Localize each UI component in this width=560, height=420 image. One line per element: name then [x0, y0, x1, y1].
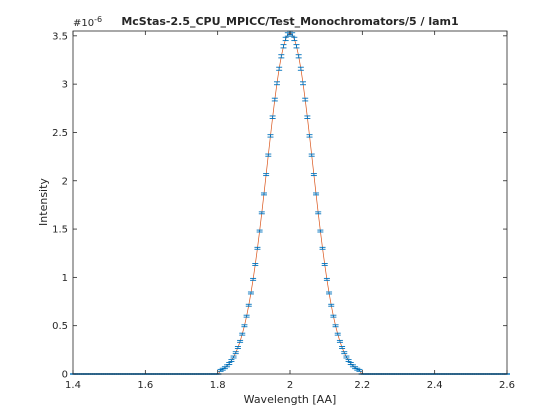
x-tick-label: 1.6	[137, 380, 153, 391]
data-point	[308, 153, 315, 157]
data-point	[345, 359, 352, 362]
y-tick-label: 2.5	[52, 128, 68, 139]
data-point	[304, 115, 311, 119]
data-point	[228, 359, 235, 362]
data-point	[313, 192, 320, 196]
data-point	[293, 44, 300, 49]
data-point	[278, 54, 285, 59]
plot-background	[73, 31, 507, 374]
data-point	[302, 97, 309, 102]
data-point	[247, 291, 254, 295]
data-point	[254, 246, 261, 250]
y-tick-label: 0.5	[52, 321, 68, 332]
y-axis-ticks: 0 0.5 1 1.5 2 2.5 3 3.5	[52, 31, 507, 381]
data-point	[300, 81, 307, 86]
chart-title: McStas-2.5_CPU_MPICC/Test_Monochromators…	[121, 15, 458, 28]
y-exponent-base: #10	[73, 18, 94, 29]
x-tick-label: 2.6	[499, 380, 515, 391]
data-point	[334, 332, 341, 336]
data-point	[265, 153, 272, 157]
y-tick-label: 2	[62, 176, 68, 187]
x-tick-label: 2.4	[427, 380, 443, 391]
data-point	[326, 291, 333, 295]
data-point	[267, 134, 274, 138]
y-exponent-power: -6	[94, 15, 102, 24]
y-tick-label: 0	[62, 370, 68, 381]
x-axis-ticks: 1.4 1.6 1.8 2 2.2 2.4 2.6	[65, 31, 515, 391]
data-point	[295, 54, 302, 59]
y-tick-label: 1	[62, 273, 68, 284]
data-point	[306, 134, 313, 138]
data-point	[282, 36, 289, 42]
data-point	[237, 339, 244, 343]
data-point	[239, 332, 246, 336]
data-point	[250, 277, 257, 281]
data-point	[321, 263, 328, 266]
data-point	[269, 115, 276, 119]
x-tick-label: 1.4	[65, 380, 81, 391]
data-point	[280, 44, 287, 49]
data-point	[241, 324, 248, 328]
y-tick-label: 3	[62, 80, 68, 91]
data-point	[245, 303, 252, 307]
y-exponent-label: #10-6	[73, 15, 102, 29]
data-point	[230, 355, 237, 359]
data-point	[226, 362, 233, 365]
x-tick-label: 2.2	[354, 380, 370, 391]
data-point	[276, 66, 283, 71]
data-point	[332, 324, 339, 328]
data-point	[232, 351, 239, 355]
data-point	[356, 368, 363, 372]
data-point	[234, 346, 241, 349]
data-point	[243, 314, 250, 318]
data-point	[328, 303, 335, 307]
x-axis-label: Wavelength [AA]	[244, 393, 337, 406]
data-point	[310, 173, 317, 177]
data-point	[315, 211, 322, 215]
data-point	[273, 81, 280, 86]
data-point	[258, 211, 265, 215]
data-point	[271, 97, 278, 102]
data-point	[336, 339, 343, 343]
data-point	[330, 314, 337, 318]
data-point	[291, 36, 298, 42]
y-tick-label: 3.5	[52, 31, 68, 42]
data-point	[256, 229, 263, 233]
data-point	[260, 192, 267, 196]
data-point	[297, 66, 304, 71]
data-point	[317, 229, 324, 233]
data-point	[263, 173, 270, 177]
data-point	[323, 277, 330, 281]
x-tick-label: 2	[287, 380, 293, 391]
data-point	[339, 346, 346, 349]
data-point	[341, 351, 348, 355]
data-point	[319, 246, 326, 250]
data-point	[252, 263, 259, 266]
y-tick-label: 1.5	[52, 225, 68, 236]
y-axis-label: Intensity	[37, 178, 50, 226]
data-point	[343, 355, 350, 359]
x-tick-label: 1.8	[210, 380, 226, 391]
